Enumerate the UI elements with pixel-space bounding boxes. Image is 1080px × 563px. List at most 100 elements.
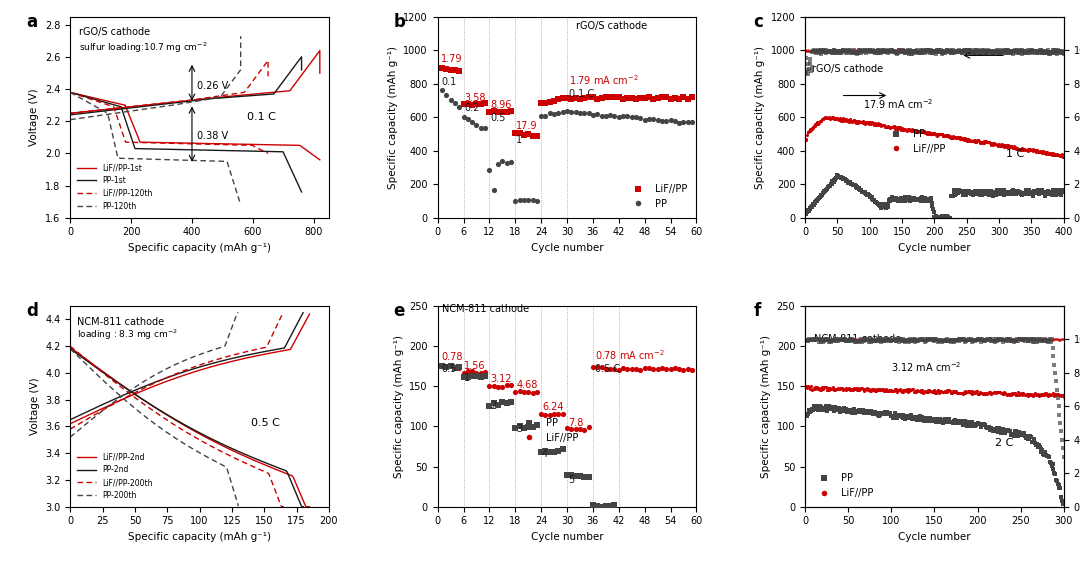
Point xyxy=(869,199,887,208)
Text: 0.78 mA cm$^{-2}$: 0.78 mA cm$^{-2}$ xyxy=(595,348,664,362)
Point xyxy=(870,46,888,55)
Point xyxy=(809,405,826,414)
Point xyxy=(494,397,511,406)
Point xyxy=(489,159,507,168)
Point xyxy=(995,389,1012,398)
Point xyxy=(839,385,856,394)
Point xyxy=(922,335,940,344)
Point xyxy=(869,410,887,419)
Point xyxy=(981,334,998,343)
Point xyxy=(1041,49,1058,58)
Point xyxy=(821,182,838,191)
Point xyxy=(939,212,956,221)
Point xyxy=(935,212,953,221)
Point xyxy=(894,334,912,343)
Point xyxy=(850,184,867,193)
Point xyxy=(1005,47,1023,56)
Point xyxy=(1045,151,1063,160)
Point xyxy=(887,124,904,133)
Point xyxy=(662,95,679,104)
Point xyxy=(799,128,816,137)
Point xyxy=(826,335,843,344)
Point xyxy=(889,335,906,344)
Point xyxy=(901,46,918,55)
Point xyxy=(800,64,818,73)
Point xyxy=(907,195,924,204)
Point xyxy=(956,335,973,344)
Point xyxy=(900,193,917,202)
Point xyxy=(964,421,982,430)
Point xyxy=(958,46,975,55)
Point xyxy=(498,380,515,389)
Point xyxy=(939,45,956,54)
Point xyxy=(810,337,827,346)
Point xyxy=(991,142,1009,151)
Point xyxy=(948,336,966,345)
Point xyxy=(908,47,926,56)
Point xyxy=(1044,46,1062,55)
Point xyxy=(956,133,973,142)
Point xyxy=(936,414,954,423)
Point xyxy=(906,196,923,205)
Point xyxy=(993,389,1010,398)
Point xyxy=(842,384,860,393)
Point xyxy=(927,129,944,138)
Point xyxy=(946,337,963,346)
Point xyxy=(904,334,921,343)
Point xyxy=(827,114,845,123)
Point xyxy=(1005,389,1023,398)
Point xyxy=(832,173,849,182)
Point xyxy=(845,180,862,189)
Point xyxy=(1009,144,1026,153)
Point xyxy=(1003,47,1021,56)
Point xyxy=(962,46,980,55)
Point xyxy=(822,181,839,190)
Point xyxy=(1029,390,1047,399)
Point xyxy=(1044,343,1062,352)
Point xyxy=(822,383,839,392)
Point xyxy=(904,47,921,56)
Point xyxy=(995,46,1012,55)
Point xyxy=(946,335,963,344)
Point xyxy=(563,95,580,104)
Point xyxy=(1013,430,1030,439)
Point xyxy=(991,49,1009,58)
Point xyxy=(593,502,610,511)
Point xyxy=(1025,145,1042,154)
Point xyxy=(1014,190,1031,199)
Point xyxy=(996,46,1013,55)
Point xyxy=(917,127,934,136)
Point xyxy=(916,386,933,395)
Point xyxy=(968,421,985,430)
Point xyxy=(799,409,816,418)
Point xyxy=(821,113,838,122)
Point xyxy=(841,334,859,343)
Point xyxy=(946,46,963,55)
Point xyxy=(1055,186,1072,195)
Point xyxy=(956,334,973,343)
Point xyxy=(895,46,913,55)
Y-axis label: Specific capacity (mAh g⁻¹): Specific capacity (mAh g⁻¹) xyxy=(755,46,765,189)
Point xyxy=(850,405,867,414)
Point xyxy=(945,132,962,141)
Point xyxy=(932,212,949,221)
Point xyxy=(1027,388,1044,397)
Point xyxy=(1004,47,1022,56)
Point xyxy=(970,419,987,428)
Point xyxy=(645,115,662,124)
Point xyxy=(861,118,878,127)
Point xyxy=(1024,46,1041,55)
Point xyxy=(885,413,902,422)
Point xyxy=(1005,189,1023,198)
Point xyxy=(850,335,867,344)
Point xyxy=(872,47,889,56)
Point xyxy=(942,46,959,55)
Point xyxy=(1050,48,1067,57)
Point xyxy=(802,336,820,345)
Point xyxy=(883,193,901,202)
Point xyxy=(1037,336,1054,345)
Point xyxy=(891,335,908,344)
Point xyxy=(968,46,985,55)
Point xyxy=(900,126,917,135)
Point xyxy=(975,47,993,56)
